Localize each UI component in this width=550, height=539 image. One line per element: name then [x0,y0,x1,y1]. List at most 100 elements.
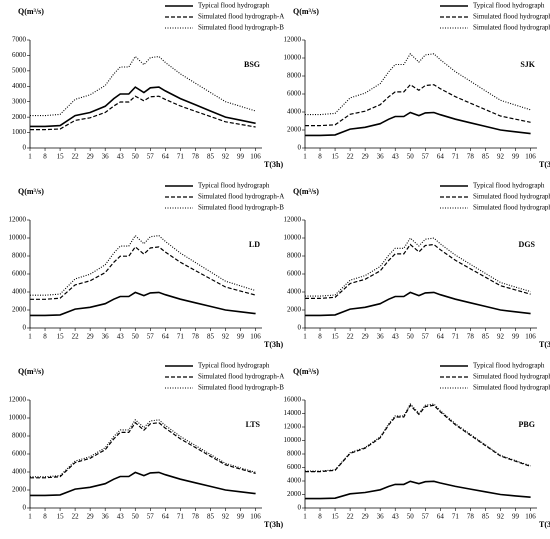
legend-label: Typical flood hydrograph [473,182,545,190]
x-tick-label: 78 [467,153,475,161]
x-tick-label: 85 [482,153,490,161]
x-tick-label: 8 [43,333,47,341]
x-tick-label: 43 [392,513,400,521]
x-tick-label: 8 [318,513,322,521]
x-tick-label: 71 [452,153,460,161]
y-tick-label: 4000 [12,468,27,476]
x-tick-label: 99 [237,333,245,341]
x-tick-label: 99 [512,513,520,521]
series-line [30,95,256,131]
x-axis-label: T(3h) [539,520,550,529]
x-tick-label: 36 [102,513,110,521]
series-line [305,111,531,137]
y-tick-label: 8000 [12,432,27,440]
x-tick-label: 64 [162,333,170,341]
x-tick-label: 71 [177,333,185,341]
series-line [30,55,256,117]
y-tick-label: 7000 [12,36,27,44]
legend-label: Simulated flood hydrograph-B [473,204,550,212]
x-tick-label: 22 [72,153,80,161]
x-tick-label: 22 [347,333,355,341]
y-tick-label: 0 [298,324,302,332]
x-tick-label: 78 [192,333,200,341]
x-tick-label: 92 [497,153,505,161]
x-tick-label: 50 [407,333,415,341]
y-tick-label: 8000 [287,252,302,260]
x-tick-label: 106 [250,153,261,161]
legend-label: Simulated flood hydrograph-A [473,13,550,21]
x-tick-label: 22 [347,153,355,161]
x-tick-label: 36 [102,333,110,341]
x-tick-label: 57 [147,153,155,161]
y-tick-label: 2000 [12,486,27,494]
x-tick-label: 15 [57,153,65,161]
y-tick-label: 10000 [284,54,302,62]
x-tick-label: 15 [332,333,340,341]
x-tick-label: 106 [250,333,261,341]
series-line [305,480,531,500]
series-line [30,418,256,478]
y-tick-label: 0 [298,504,302,512]
x-tick-label: 106 [525,333,536,341]
x-tick-label: 64 [437,513,445,521]
x-tick-label: 106 [525,153,536,161]
x-tick-label: 64 [437,333,445,341]
legend-label: Simulated flood hydrograph-B [473,24,550,32]
y-tick-label: 4000 [12,288,27,296]
legend-label: Typical flood hydrograph [473,2,545,10]
y-tick-label: 0 [23,504,27,512]
x-tick-label: 8 [43,513,47,521]
y-tick-label: 4000 [287,108,302,116]
y-axis-label: Q(m³/s) [18,187,44,196]
series-line [30,86,256,128]
y-tick-label: 0 [23,324,27,332]
legend-label: Simulated flood hydrograph-A [198,373,284,381]
series-line [305,83,531,127]
legend-label: Simulated flood hydrograph-A [473,193,550,201]
x-tick-label: 15 [57,333,65,341]
series-line [30,421,256,479]
legend-label: Simulated flood hydrograph-B [198,384,284,392]
x-tick-label: 64 [162,513,170,521]
x-tick-label: 57 [147,333,155,341]
y-tick-label: 8000 [12,252,27,260]
series-line [30,246,256,300]
y-tick-label: 2000 [12,113,27,121]
y-axis-label: Q(m³/s) [18,7,44,16]
x-tick-label: 99 [237,153,245,161]
x-tick-label: 8 [318,153,322,161]
x-axis-label: T(3h) [264,160,283,169]
x-tick-label: 22 [347,513,355,521]
y-tick-label: 2000 [287,490,302,498]
x-tick-label: 78 [192,153,200,161]
x-tick-label: 71 [177,153,185,161]
y-tick-label: 12000 [9,396,27,404]
x-tick-label: 8 [318,333,322,341]
legend-label: Simulated flood hydrograph-B [198,24,284,32]
x-tick-label: 29 [87,333,95,341]
x-tick-label: 15 [57,513,65,521]
x-tick-label: 1 [303,513,307,521]
x-tick-label: 92 [497,333,505,341]
x-tick-label: 57 [147,513,155,521]
x-tick-label: 85 [482,513,490,521]
y-tick-label: 0 [298,144,302,152]
series-line [305,291,531,317]
y-tick-label: 10000 [284,436,302,444]
legend-label: Typical flood hydrograph [198,362,270,370]
series-line [30,471,256,497]
y-tick-label: 6000 [287,270,302,278]
x-tick-label: 36 [377,513,385,521]
x-tick-label: 85 [482,333,490,341]
x-tick-label: 50 [132,153,140,161]
x-tick-label: 64 [162,153,170,161]
x-tick-label: 43 [117,153,125,161]
y-tick-label: 6000 [12,450,27,458]
series-line [305,403,531,472]
y-tick-label: 2000 [287,306,302,314]
y-tick-label: 6000 [287,90,302,98]
x-tick-label: 29 [362,513,370,521]
y-tick-label: 4000 [287,288,302,296]
series-line [305,404,531,473]
